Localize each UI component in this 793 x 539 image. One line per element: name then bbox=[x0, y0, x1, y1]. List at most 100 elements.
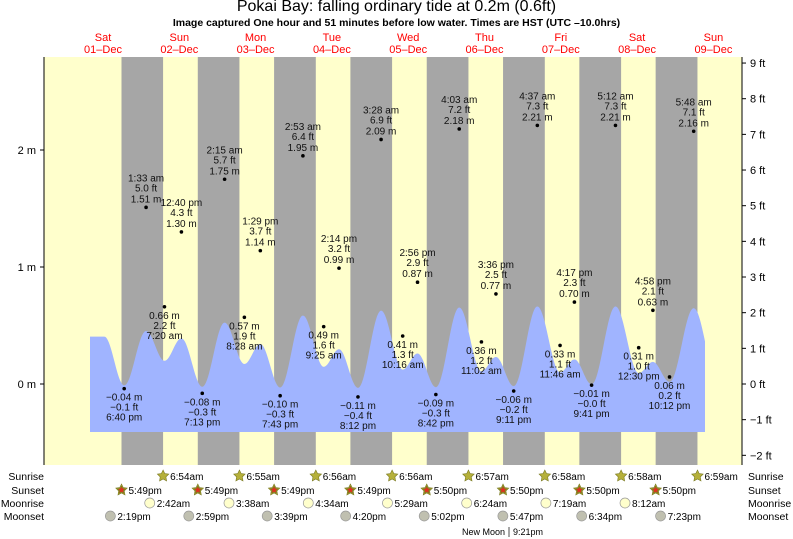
high-tide-label: 3:28 am6.9 ft2.09 m bbox=[363, 105, 399, 137]
tide-time: 9:41 pm bbox=[574, 409, 610, 420]
tide-time: 8:12 pm bbox=[340, 421, 376, 432]
low-tide-point bbox=[636, 345, 641, 350]
tide-height-m: 0.41 m bbox=[387, 340, 418, 351]
tide-height-ft: 1.1 ft bbox=[549, 359, 571, 370]
moon-phase-label: New Moon bbox=[462, 527, 505, 537]
tide-height-m: 0.70 m bbox=[559, 289, 590, 300]
sunrise-icon bbox=[309, 469, 323, 482]
high-tide-point bbox=[379, 137, 383, 142]
tide-height-ft: 1.0 ft bbox=[628, 362, 650, 373]
tide-height-ft: 1.2 ft bbox=[470, 356, 492, 367]
right-axis-tick-label: 6 ft bbox=[750, 165, 765, 177]
tide-time: 8:28 am bbox=[226, 341, 262, 352]
tide-time: 11:02 am bbox=[461, 366, 502, 377]
high-tide-label: 2:14 pm3.2 ft0.99 m bbox=[321, 234, 357, 266]
sunset-row-label: Sunset bbox=[11, 485, 44, 497]
day-label: Sun bbox=[170, 32, 190, 44]
day-label: Sat bbox=[629, 32, 646, 44]
tide-time: 8:42 pm bbox=[418, 419, 454, 430]
day-label: Wed bbox=[397, 32, 419, 44]
tide-height-ft: 7.3 ft bbox=[526, 101, 548, 112]
sunset-time: 5:50pm bbox=[510, 486, 543, 497]
sunset-icon-inner bbox=[422, 485, 432, 494]
low-tide-point bbox=[321, 324, 326, 329]
tide-time: 7:20 am bbox=[146, 331, 182, 342]
high-tide-point bbox=[179, 230, 184, 234]
high-tide-label: 3:36 pm2.5 ft0.77 m bbox=[478, 260, 514, 292]
low-tide-point bbox=[278, 393, 282, 398]
high-tide-label: 2:56 pm2.9 ft0.87 m bbox=[399, 248, 435, 280]
tide-height-m: 2.09 m bbox=[366, 126, 397, 137]
moonset-row-label-right: Moonset bbox=[748, 511, 788, 523]
sunset-time: 5:49pm bbox=[281, 486, 314, 497]
tide-time: 2:14 pm bbox=[321, 234, 357, 245]
high-tide-label: 4:37 am7.3 ft2.21 m bbox=[519, 91, 555, 123]
high-tide-point bbox=[613, 123, 618, 128]
right-axis-tick-label: 5 ft bbox=[750, 201, 765, 213]
tide-height-ft: 6.9 ft bbox=[370, 115, 392, 126]
sunrise-icon bbox=[233, 469, 246, 482]
sunrise-time: 6:56am bbox=[399, 472, 432, 483]
tide-time: 6:40 pm bbox=[106, 413, 142, 424]
tide-height-ft: 5.0 ft bbox=[135, 183, 157, 194]
tide-height-m: 0.63 m bbox=[638, 297, 669, 308]
tide-height-m: 0.87 m bbox=[402, 269, 433, 280]
moonrise-icon bbox=[461, 497, 473, 509]
sunrise-icon bbox=[538, 469, 552, 482]
moonset-time: 2:59pm bbox=[196, 512, 229, 523]
high-tide-point bbox=[258, 248, 263, 253]
tide-height-m: −0.11 m bbox=[340, 401, 376, 412]
day-label: Sun bbox=[704, 32, 724, 44]
moonset-time: 5:02pm bbox=[431, 512, 464, 523]
low-tide-point bbox=[200, 391, 205, 396]
sunrise-row-label: Sunrise bbox=[8, 471, 44, 483]
tide-height-m: 0.49 m bbox=[308, 331, 339, 342]
tide-time: 12:30 pm bbox=[618, 372, 660, 383]
tide-time: 1:29 pm bbox=[242, 217, 278, 228]
right-axis-tick-label: 1 ft bbox=[750, 343, 765, 355]
moonrise-icon bbox=[382, 497, 393, 509]
tide-height-ft: 5.7 ft bbox=[213, 155, 235, 166]
tide-height-ft: 2.5 ft bbox=[485, 270, 507, 281]
high-tide-label: 5:48 am7.1 ft2.16 m bbox=[676, 97, 712, 129]
tide-height-m: 1.75 m bbox=[209, 166, 240, 177]
low-tide-label: 0.49 m1.6 ft9:25 am bbox=[306, 331, 342, 362]
tide-time: 2:53 am bbox=[285, 122, 321, 133]
low-tide-label: −0.01 m−0.0 ft9:41 pm bbox=[573, 389, 609, 420]
tide-time: 1:33 am bbox=[128, 173, 164, 184]
day-label: Fri bbox=[554, 32, 567, 44]
moonrise-time: 7:19am bbox=[553, 499, 586, 510]
high-tide-point bbox=[691, 129, 696, 134]
tide-height-m: 2.16 m bbox=[678, 118, 709, 129]
date-label: 01–Dec bbox=[84, 44, 122, 56]
tide-height-m: −0.10 m bbox=[262, 400, 298, 411]
tide-height-m: −0.01 m bbox=[573, 389, 609, 400]
low-tide-label: −0.04 m−0.1 ft6:40 pm bbox=[106, 393, 142, 424]
moonset-time: 6:34pm bbox=[589, 512, 622, 523]
high-tide-label: 1:33 am5.0 ft1.51 m bbox=[128, 173, 164, 205]
moonrise-icon bbox=[619, 497, 631, 509]
tide-time: 3:36 pm bbox=[478, 260, 514, 271]
high-tide-label: 4:03 am7.2 ft2.18 m bbox=[441, 95, 477, 127]
tide-height-m: 1.30 m bbox=[166, 219, 197, 230]
tide-height-m: 0.99 m bbox=[324, 255, 355, 266]
right-axis-tick-label: 9 ft bbox=[750, 58, 765, 70]
sunrise-time: 6:58am bbox=[552, 472, 585, 483]
tide-time: 2:15 am bbox=[207, 145, 243, 156]
day-label: Mon bbox=[245, 32, 266, 44]
sunset-icon-inner bbox=[574, 485, 584, 494]
moonset-icon bbox=[261, 510, 273, 522]
low-tide-label: 0.57 m1.9 ft8:28 am bbox=[226, 321, 262, 352]
tide-time: 5:48 am bbox=[676, 97, 712, 108]
moonset-time: 3:39pm bbox=[274, 512, 307, 523]
sunrise-time: 6:55am bbox=[246, 472, 279, 483]
left-axis-tick-label: 2 m bbox=[18, 145, 36, 157]
high-tide-point bbox=[494, 292, 498, 296]
tide-height-m: 2.21 m bbox=[522, 112, 553, 123]
sunrise-time: 6:57am bbox=[475, 472, 508, 483]
moonrise-time: 2:42am bbox=[157, 499, 190, 510]
chart-title: Pokai Bay: falling ordinary tide at 0.2m… bbox=[236, 0, 557, 15]
moonrise-time: 6:24am bbox=[474, 499, 507, 510]
tide-time: 4:58 pm bbox=[635, 276, 671, 287]
